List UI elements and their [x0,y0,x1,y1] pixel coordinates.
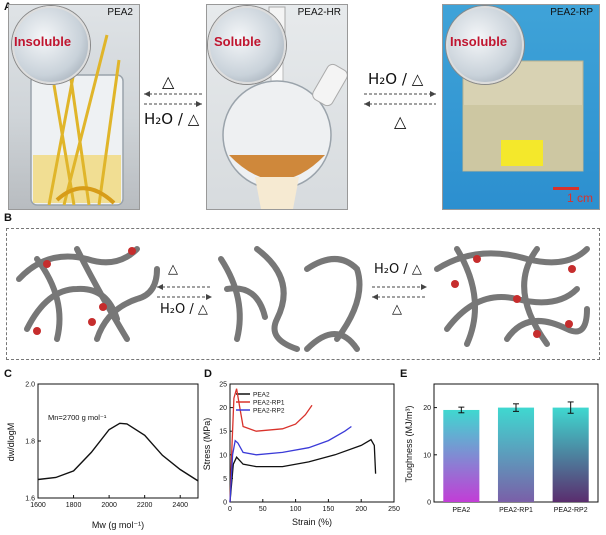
arrows-a-right [364,91,436,107]
plot-frame [229,383,395,503]
y-axis-label: Stress (MPa) [202,418,212,471]
x-tick-label: 2000 [101,502,117,509]
legend-label: PEA2 [253,392,270,399]
magnifier-bubble [12,6,90,84]
x-tick-label: 150 [323,506,335,513]
y-tick-label: 1.6 [25,496,35,503]
arrow-label: △ [162,72,175,91]
network-schematic [16,246,590,352]
arrow-label: H₂O / △ [374,262,422,277]
x-tick-label: 250 [388,506,400,513]
x-tick-label: 50 [259,506,267,513]
panel-c-letter: C [4,368,12,380]
x-category-label: PEA2-RP1 [499,507,533,514]
x-tick-label: 0 [228,506,232,513]
legend-label: PEA2-RP2 [253,408,285,415]
panel-a-letter: A [4,1,12,13]
series-line [37,422,199,482]
y-tick-label: 10 [219,452,227,459]
y-tick-label: 1.8 [25,439,35,446]
series-line-pea2-rp1 [229,388,313,503]
y-tick-label: 0 [427,500,431,507]
x-category-label: PEA2 [452,507,470,514]
arrow-label: H₂O / △ [368,70,424,88]
y-axis-label: Toughness (MJ/m³) [404,405,414,482]
scale-bar-label: 1 cm [566,191,593,205]
magnifier-bubble [446,6,524,84]
bar [497,407,535,502]
panel-d-letter: D [204,368,212,380]
solubility-label: Insoluble [450,34,508,49]
legend-label: PEA2-RP1 [253,400,285,407]
x-axis-label: Strain (%) [292,517,332,527]
chart-e: 0 10 20 PEA2 PEA2-RP1 PEA2-RP2 Toughness (MJ/m… [404,383,599,514]
schematic-box [6,228,600,360]
x-tick-label: 100 [290,506,302,513]
solubility-label: Soluble [214,34,261,49]
beaker-illustration [30,34,124,206]
x-tick-label: 1600 [30,502,46,509]
x-axis-label: Mw (g mol⁻¹) [92,520,144,530]
series-line-pea2-rp2 [229,425,352,503]
y-tick-label: 5 [223,476,227,483]
arrow-label: △ [392,302,402,317]
x-tick-label: 2200 [137,502,153,509]
magnifier-bubble [208,6,286,84]
photo-title: PEA2-HR [297,7,341,18]
y-tick-label: 15 [219,429,227,436]
arrow-label: △ [394,112,407,131]
solubility-label: Insoluble [14,34,72,49]
plot-frame [37,383,199,499]
y-tick-label: 20 [219,405,227,412]
y-axis-label: dw/dlogM [6,423,16,462]
x-tick-label: 200 [355,506,367,513]
series-line-pea2 [229,438,377,503]
y-tick-label: 10 [423,452,431,459]
arrow-label: H₂O / △ [160,302,208,317]
y-tick-label: 25 [219,382,227,389]
photo-pea2: PEA2 [8,4,140,210]
annotation: Mn=2700 g mol⁻¹ [48,413,107,422]
bar [552,407,589,502]
arrows-a-left [144,91,202,107]
photo-title: PEA2-RP [550,7,593,18]
x-tick-label: 1800 [66,502,82,509]
x-tick-label: 2400 [172,502,188,509]
arrow-label: △ [168,262,178,277]
arrow-label: H₂O / △ [144,110,200,128]
x-category-label: PEA2-RP2 [554,507,588,514]
y-tick-label: 20 [423,405,431,412]
photo-title: PEA2 [107,7,133,18]
panel-e-letter: E [400,368,408,380]
y-tick-label: 0 [223,500,227,507]
chart-c: 1600 1800 2000 2200 2400 1.6 1.8 2.0 Mw (g mol⁻¹… [6,382,199,530]
y-tick-label: 2.0 [25,382,35,389]
panel-b-letter: B [4,212,12,224]
chart-d: 0 50 100 150 200 250 0 5 10 15 20 25 PEA2PEA2-RP1PEA… [202,382,400,528]
bar [443,409,480,502]
